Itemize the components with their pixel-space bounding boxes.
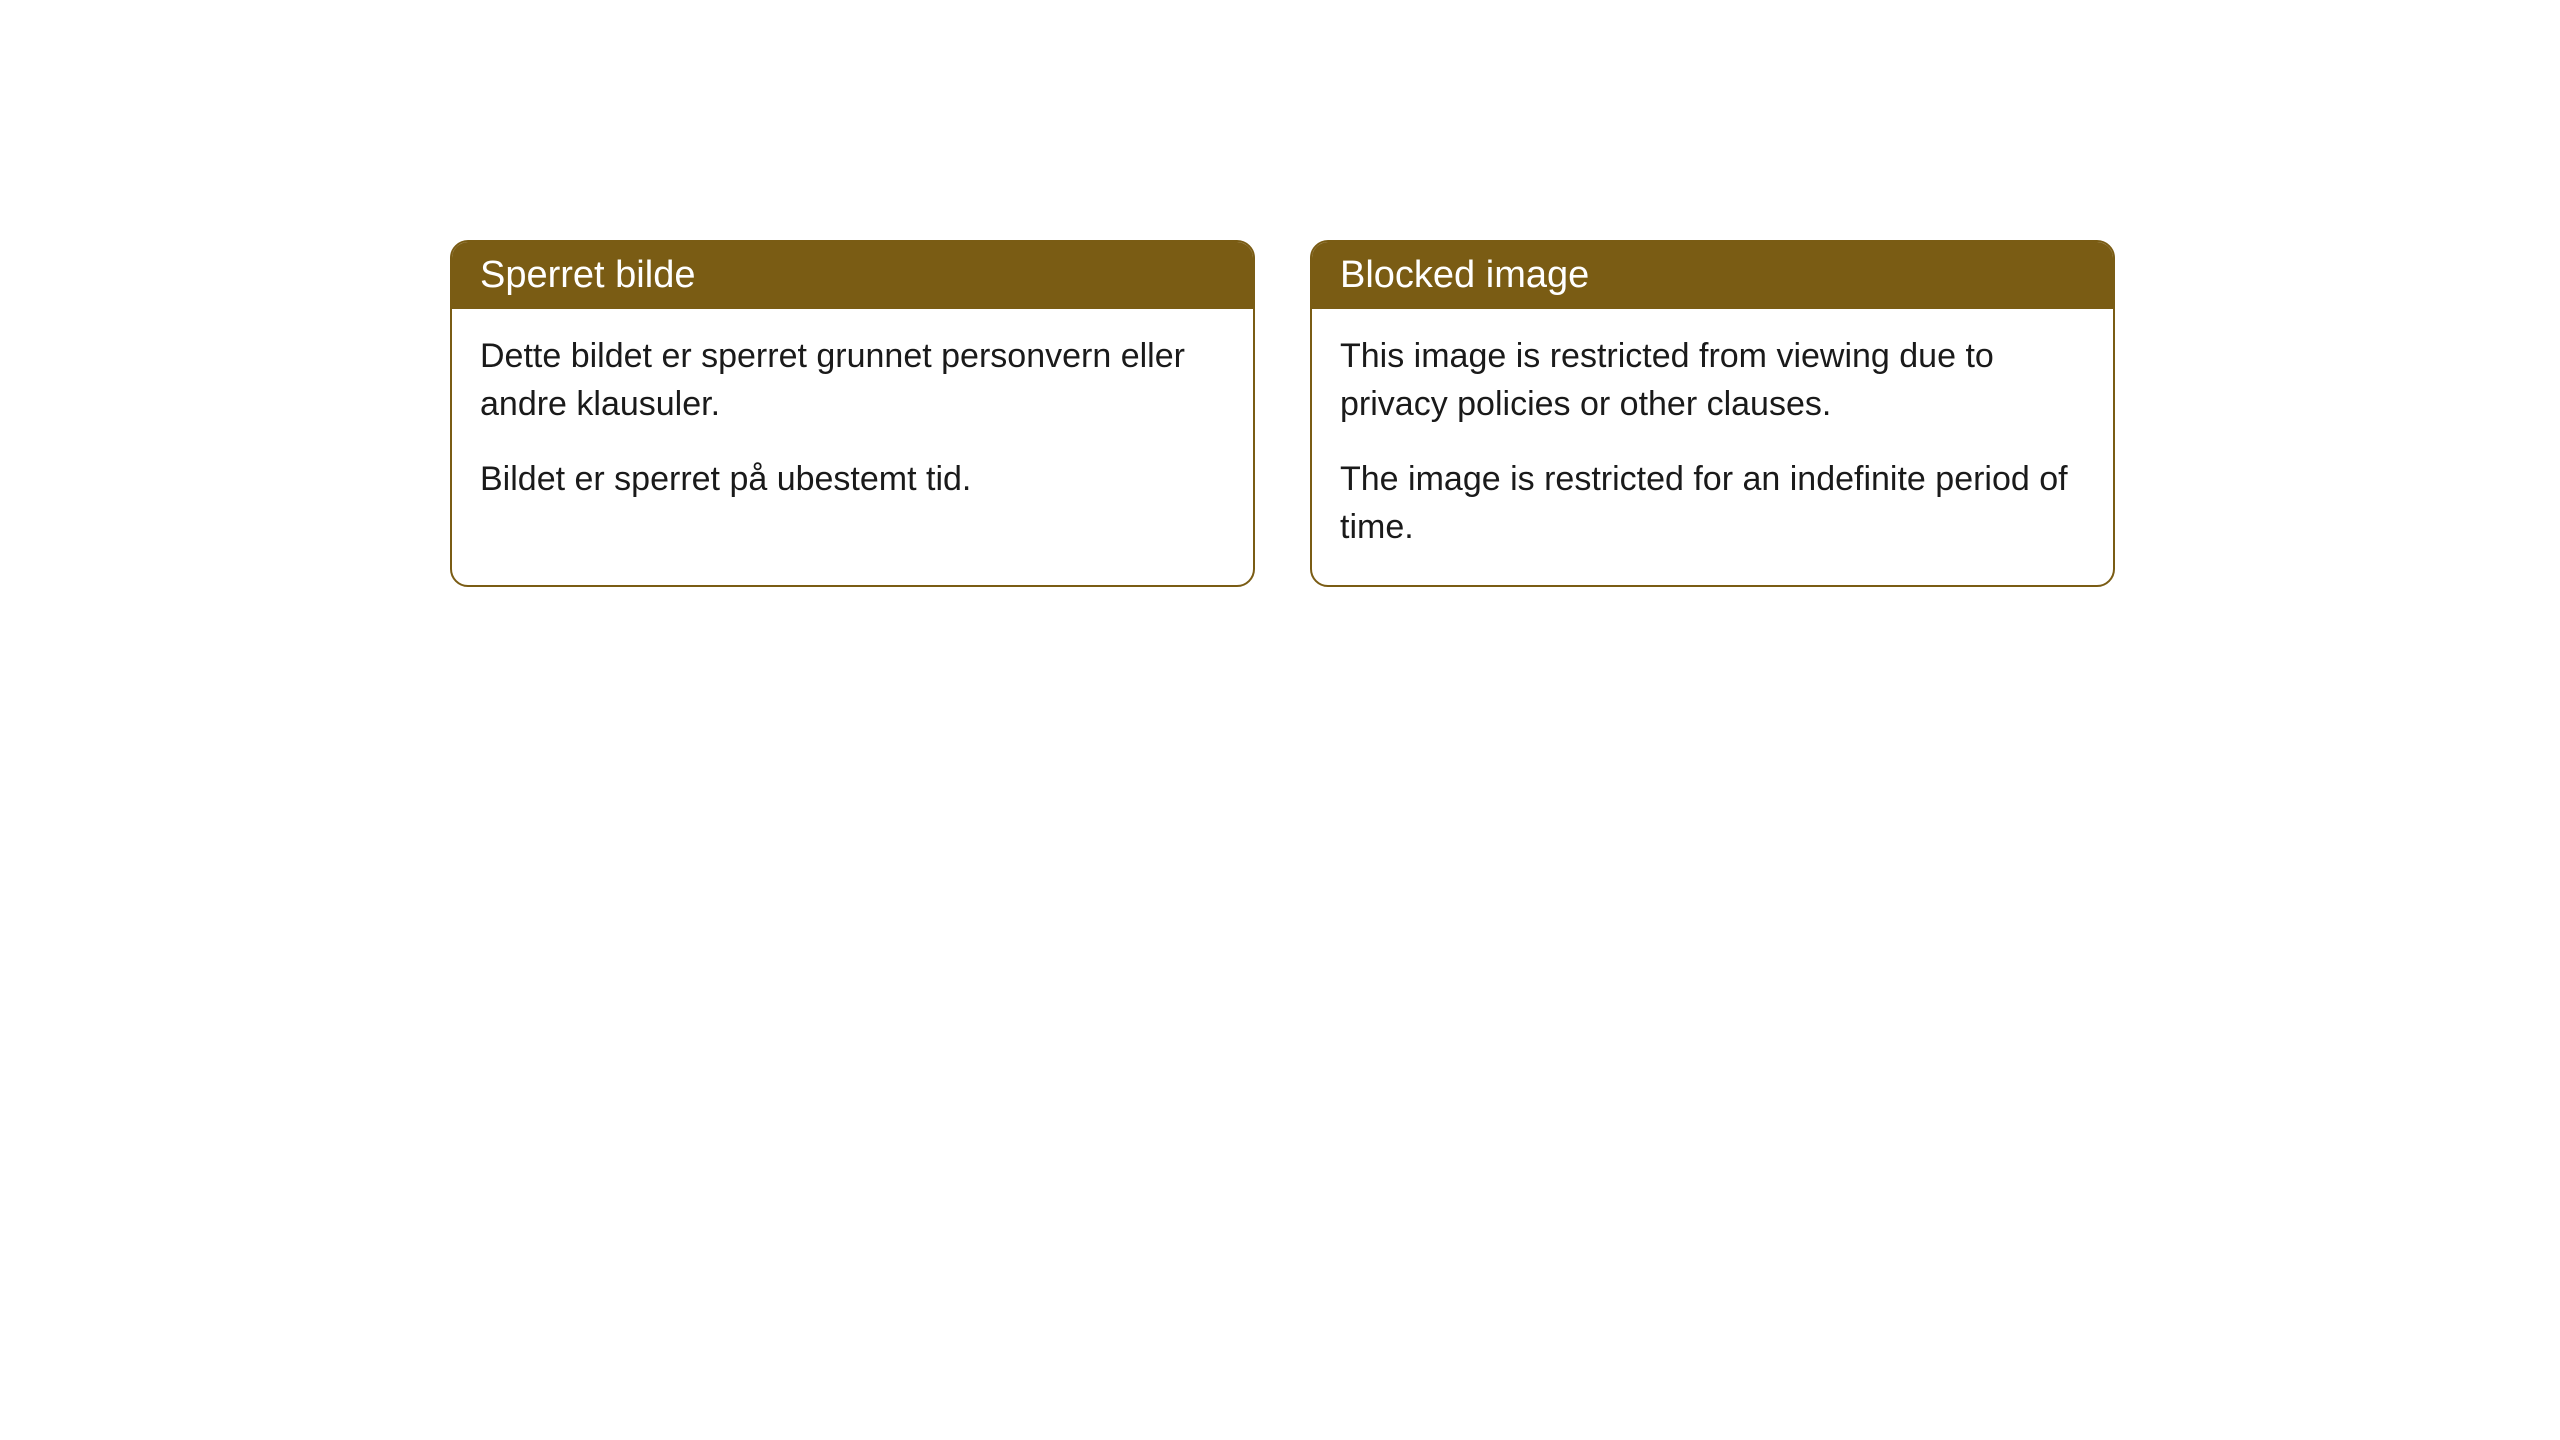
notice-paragraph-1: This image is restricted from viewing du…	[1340, 333, 2085, 428]
notice-paragraph-2: The image is restricted for an indefinit…	[1340, 456, 2085, 551]
notice-paragraph-2: Bildet er sperret på ubestemt tid.	[480, 456, 1225, 504]
notice-cards-container: Sperret bilde Dette bildet er sperret gr…	[450, 240, 2560, 587]
card-body-norwegian: Dette bildet er sperret grunnet personve…	[452, 309, 1253, 538]
card-header-norwegian: Sperret bilde	[452, 242, 1253, 309]
card-header-english: Blocked image	[1312, 242, 2113, 309]
card-title: Blocked image	[1340, 254, 1589, 296]
card-body-english: This image is restricted from viewing du…	[1312, 309, 2113, 585]
blocked-image-card-english: Blocked image This image is restricted f…	[1310, 240, 2115, 587]
notice-paragraph-1: Dette bildet er sperret grunnet personve…	[480, 333, 1225, 428]
blocked-image-card-norwegian: Sperret bilde Dette bildet er sperret gr…	[450, 240, 1255, 587]
card-title: Sperret bilde	[480, 254, 695, 296]
